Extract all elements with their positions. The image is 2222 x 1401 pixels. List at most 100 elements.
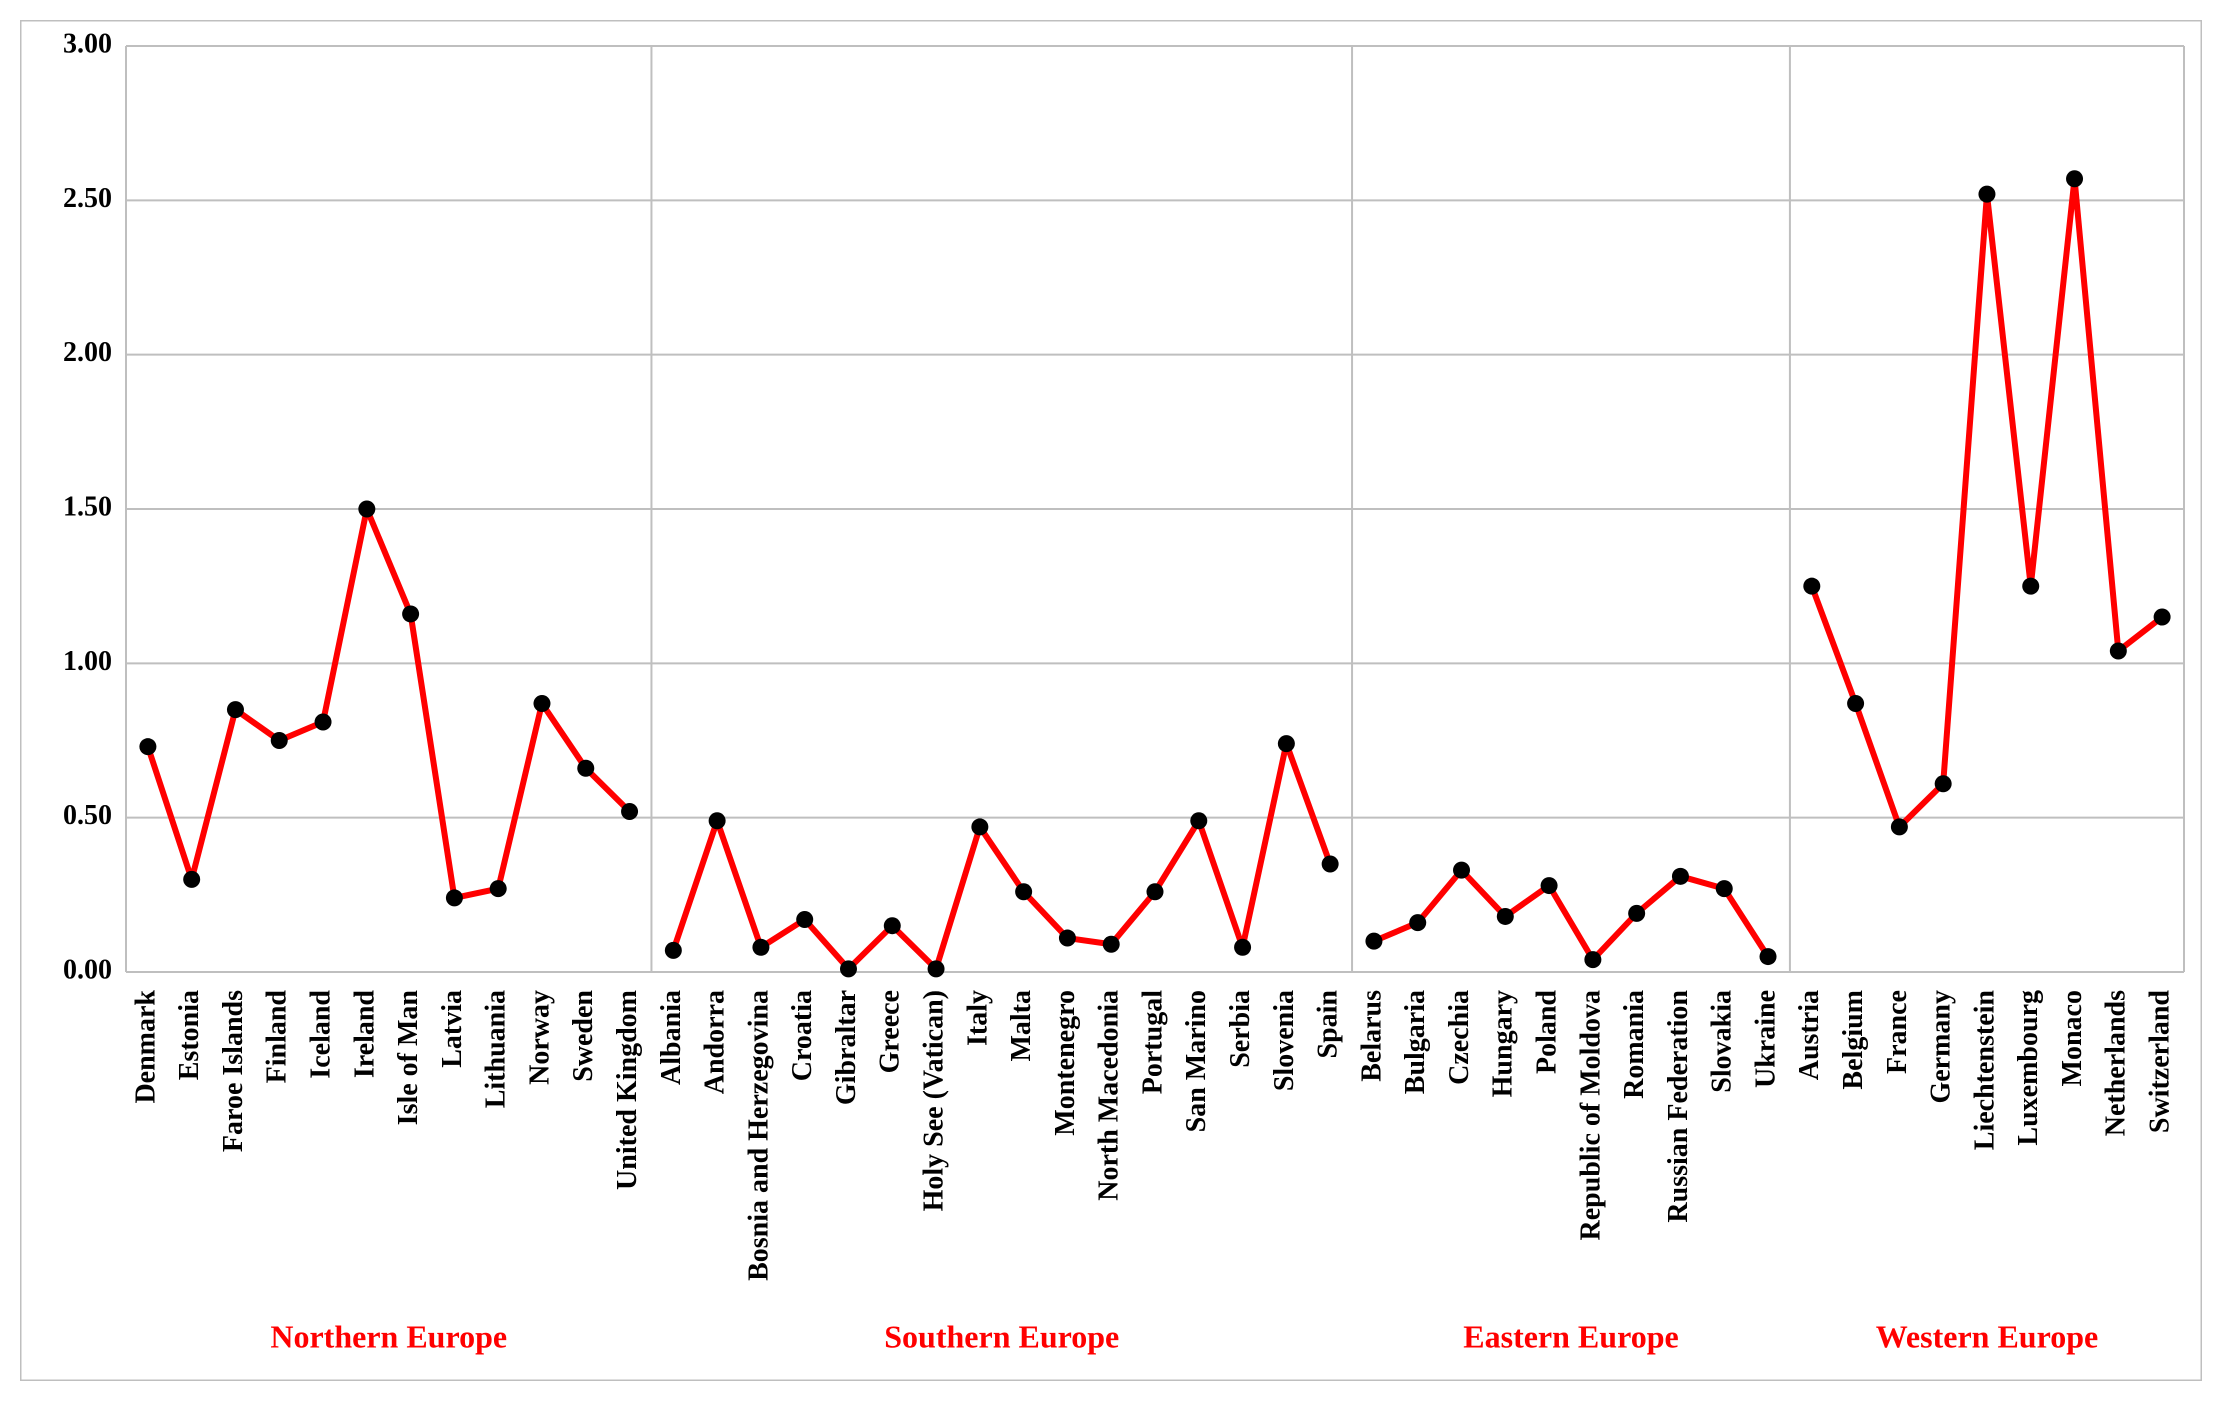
- y-tick-label: 1.00: [63, 646, 112, 677]
- x-tick-label: Sweden: [568, 990, 599, 1082]
- data-marker: [1497, 908, 1514, 925]
- data-marker: [358, 501, 375, 518]
- data-marker: [1803, 578, 1820, 595]
- data-marker: [227, 701, 244, 718]
- data-marker: [1365, 933, 1382, 950]
- y-tick-label: 2.50: [63, 183, 112, 214]
- series-line-region-3: [1812, 179, 2162, 827]
- x-tick-label: Austria: [1794, 990, 1825, 1080]
- data-marker: [621, 803, 638, 820]
- region-label: Eastern Europe: [1463, 1318, 1678, 1354]
- x-tick-label: Estonia: [174, 990, 205, 1080]
- x-tick-label: Slovenia: [1269, 990, 1300, 1091]
- x-tick-label: Serbia: [1225, 990, 1256, 1068]
- x-tick-label: Germany: [1926, 990, 1957, 1104]
- data-marker: [1190, 812, 1207, 829]
- x-tick-label: Luxembourg: [2013, 990, 2044, 1146]
- data-marker: [1978, 186, 1995, 203]
- data-marker: [971, 818, 988, 835]
- x-tick-label: Spain: [1313, 990, 1344, 1059]
- data-marker: [1628, 905, 1645, 922]
- x-tick-label: Czechia: [1444, 990, 1475, 1085]
- data-marker: [1891, 818, 1908, 835]
- x-tick-label: Russian Federation: [1663, 990, 1694, 1223]
- x-tick-label: Bulgaria: [1400, 990, 1431, 1094]
- y-tick-label: 1.50: [63, 491, 112, 522]
- data-marker: [2022, 578, 2039, 595]
- data-marker: [2066, 170, 2083, 187]
- data-marker: [1716, 880, 1733, 897]
- data-marker: [1147, 883, 1164, 900]
- data-marker: [490, 880, 507, 897]
- data-marker: [1234, 939, 1251, 956]
- region-label: Western Europe: [1876, 1318, 2099, 1354]
- data-marker: [446, 889, 463, 906]
- data-marker: [1935, 775, 1952, 792]
- data-marker: [1453, 862, 1470, 879]
- x-tick-label: Albania: [656, 990, 687, 1085]
- x-tick-label: Andorra: [700, 990, 731, 1094]
- data-marker: [2154, 609, 2171, 626]
- europe-line-chart: 0.000.501.001.502.002.503.00DenmarkEston…: [20, 20, 2202, 1381]
- x-tick-label: Gibraltar: [831, 990, 862, 1105]
- data-marker: [1672, 868, 1689, 885]
- x-tick-label: Romania: [1619, 990, 1650, 1099]
- x-tick-label: Norway: [524, 990, 555, 1085]
- chart-container: 0.000.501.001.502.002.503.00DenmarkEston…: [0, 0, 2222, 1401]
- data-marker: [1103, 936, 1120, 953]
- x-tick-label: Ireland: [349, 990, 380, 1079]
- x-tick-label: Faroe Islands: [218, 990, 249, 1152]
- x-tick-label: Croatia: [787, 990, 818, 1081]
- x-tick-label: Hungary: [1488, 990, 1519, 1097]
- x-tick-label: Iceland: [305, 990, 336, 1079]
- x-tick-label: North Macedonia: [1094, 990, 1125, 1201]
- data-marker: [1322, 855, 1339, 872]
- data-marker: [1278, 735, 1295, 752]
- x-tick-label: Poland: [1532, 990, 1563, 1074]
- x-tick-label: Finland: [262, 990, 293, 1084]
- y-tick-label: 2.00: [63, 337, 112, 368]
- x-tick-label: Netherlands: [2101, 990, 2132, 1136]
- series-line-region-1: [673, 744, 1330, 969]
- x-tick-label: United Kingdom: [612, 990, 643, 1190]
- data-marker: [840, 960, 857, 977]
- x-tick-label: Slovakia: [1707, 990, 1738, 1093]
- data-marker: [2110, 642, 2127, 659]
- x-tick-label: Ukraine: [1750, 990, 1781, 1088]
- x-tick-label: Greece: [875, 990, 906, 1073]
- data-marker: [752, 939, 769, 956]
- x-tick-label: Holy See (Vatican): [918, 990, 949, 1211]
- data-marker: [402, 605, 419, 622]
- x-tick-label: Latvia: [437, 990, 468, 1068]
- data-marker: [1847, 695, 1864, 712]
- x-tick-label: Monaco: [2057, 990, 2088, 1086]
- data-marker: [1760, 948, 1777, 965]
- x-tick-label: Italy: [962, 990, 993, 1046]
- region-label: Northern Europe: [270, 1318, 507, 1354]
- x-tick-label: San Marino: [1181, 990, 1212, 1132]
- data-marker: [928, 960, 945, 977]
- data-marker: [1409, 914, 1426, 931]
- region-label: Southern Europe: [884, 1318, 1119, 1354]
- x-tick-label: Liechtenstein: [1969, 990, 2000, 1151]
- x-tick-label: Switzerland: [2145, 990, 2176, 1134]
- data-marker: [796, 911, 813, 928]
- y-tick-label: 3.00: [63, 28, 112, 59]
- data-marker: [1541, 877, 1558, 894]
- data-marker: [271, 732, 288, 749]
- x-tick-label: Portugal: [1137, 990, 1168, 1094]
- x-tick-label: Malta: [1006, 990, 1037, 1062]
- series-line-region-2: [1374, 870, 1768, 960]
- y-tick-label: 0.00: [63, 954, 112, 985]
- data-marker: [183, 871, 200, 888]
- data-marker: [884, 917, 901, 934]
- data-marker: [533, 695, 550, 712]
- x-tick-label: Belarus: [1356, 990, 1387, 1082]
- x-tick-label: Lithuania: [481, 990, 512, 1108]
- x-tick-label: France: [1882, 990, 1913, 1074]
- data-marker: [577, 760, 594, 777]
- x-tick-label: Bosnia and Herzegovina: [743, 990, 774, 1281]
- x-tick-label: Denmark: [130, 990, 161, 1104]
- x-tick-label: Belgium: [1838, 990, 1869, 1090]
- data-marker: [315, 713, 332, 730]
